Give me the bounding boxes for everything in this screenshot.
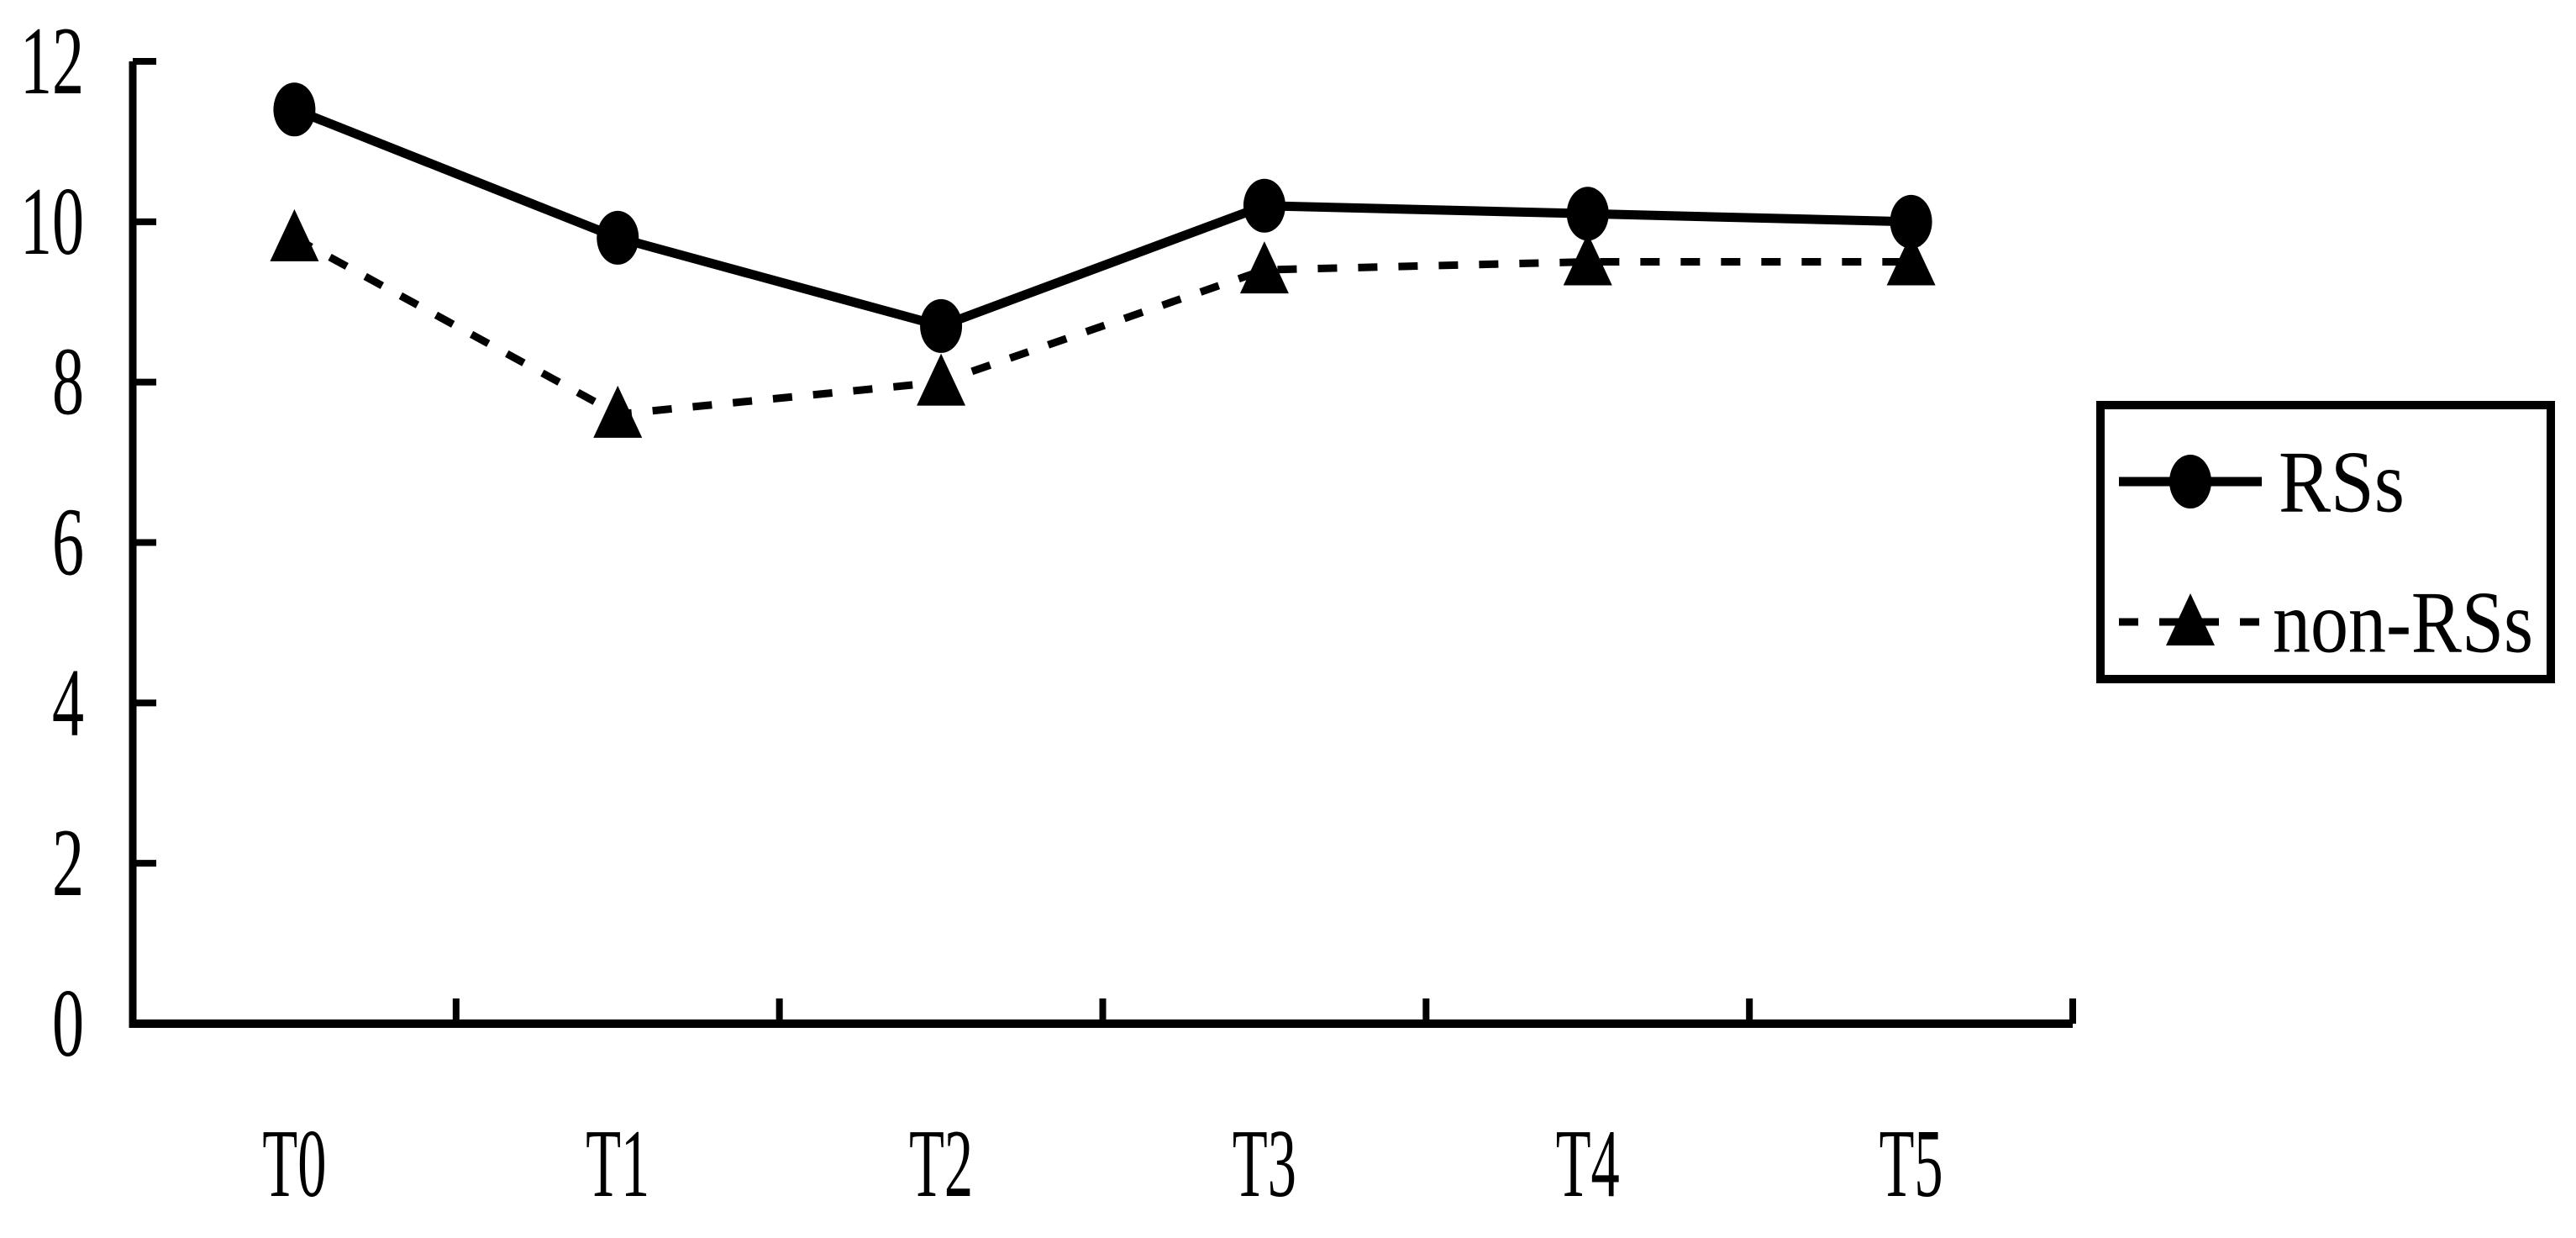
x-axis-tick-label: T5: [1879, 1110, 1943, 1218]
circle-marker-icon: [273, 82, 316, 137]
y-axis-tick-label: 4: [52, 649, 84, 756]
legend-entry-non-rss: non-RSs: [2119, 573, 2533, 672]
series-line-dashed: [292, 234, 1911, 419]
y-axis-tick-label: 12: [20, 8, 84, 115]
triangle-marker-icon: [1886, 233, 1936, 286]
triangle-marker-icon: [1563, 233, 1612, 286]
legend-label-non-rss: non-RSs: [2273, 573, 2533, 672]
x-axis-tick-label: T0: [262, 1110, 326, 1218]
y-axis-ticks: [133, 58, 156, 867]
x-axis-labels: T0 T1 T2 T3 T4 T5: [262, 1110, 1943, 1218]
triangle-marker-icon: [917, 353, 966, 406]
x-axis-tick-label: T3: [1233, 1110, 1296, 1218]
legend-entry-rss: RSs: [2119, 433, 2405, 531]
circle-marker-icon: [920, 298, 963, 353]
circle-marker-icon: [1890, 194, 1932, 249]
x-axis-tick-label: T2: [909, 1110, 973, 1218]
circle-marker-icon: [2169, 455, 2211, 508]
legend-label-rss: RSs: [2279, 433, 2405, 531]
triangle-marker-icon: [593, 385, 643, 438]
axes: [129, 61, 2073, 1028]
y-axis-tick-label: 6: [52, 489, 84, 597]
y-axis-tick-label: 10: [20, 168, 84, 276]
y-axis-labels: 0 2 4 6 8 10 12: [20, 8, 84, 1077]
circle-marker-icon: [1243, 178, 1285, 233]
x-axis-tick-label: T1: [586, 1110, 649, 1218]
triangle-marker-icon: [270, 208, 319, 261]
y-axis-tick-label: 2: [52, 809, 84, 917]
triangle-marker-icon: [1239, 241, 1289, 294]
circle-marker-icon: [1566, 187, 1609, 241]
y-axis-tick-label: 8: [52, 329, 84, 436]
x-axis-tick-label: T4: [1556, 1110, 1620, 1218]
series-rss: [273, 82, 1932, 353]
triangle-marker-icon: [2166, 593, 2215, 645]
data-series: [270, 82, 1936, 438]
x-axis-ticks: [452, 998, 2076, 1024]
circle-marker-icon: [597, 210, 639, 265]
series-non-rss: [270, 208, 1936, 438]
series-line-solid: [292, 105, 1911, 331]
y-axis-tick-label: 0: [52, 970, 84, 1077]
legend: RSs non-RSs: [2096, 401, 2555, 683]
